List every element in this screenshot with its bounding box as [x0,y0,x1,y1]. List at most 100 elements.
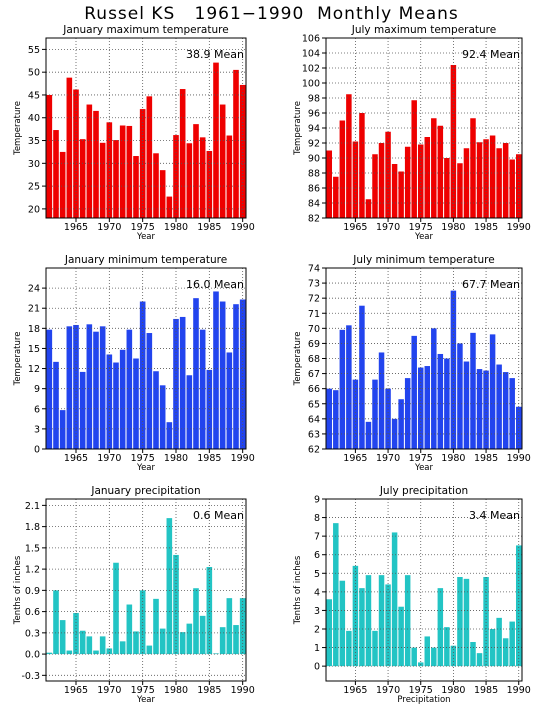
bar-1961 [326,599,333,667]
y-tick-label: 88 [308,169,320,180]
bar-1968 [372,379,378,449]
bar-1984 [476,369,483,449]
y-tick-label: 21 [28,304,40,315]
bar-1966 [359,113,365,218]
bar-1981 [457,163,463,218]
bar-1972 [119,125,126,218]
bar-1973 [126,329,133,449]
plot-frame [325,498,523,682]
bar-1967 [86,104,93,218]
bar-1988 [502,638,509,667]
bar-1989 [233,625,239,655]
bar-1971 [391,418,398,449]
bar-1984 [199,137,206,218]
y-tick-label: 12 [28,364,40,375]
bar-1990 [239,84,246,218]
bar-1984 [476,653,483,667]
bar-1985 [483,577,489,667]
bar-1974 [133,358,139,449]
y-tick-label: 15 [28,344,40,355]
bar-1969 [378,143,385,218]
x-tick-label: 1965 [64,685,88,696]
y-tick-label: 73 [308,279,320,290]
chart-panel-2: July maximum temperature 82 84 86 88 90 92 94 96… [293,24,531,242]
y-tick-label: 0.0 [25,650,40,661]
bar-1981 [457,577,463,667]
y-tick-label: 1 [314,643,320,654]
y-tick-label: 70 [308,324,320,335]
bar-1990 [515,154,522,218]
x-tick-label: 1975 [409,453,433,464]
bar-1979 [166,196,173,218]
bar-1972 [119,641,126,655]
bar-1961 [46,329,53,449]
bar-1968 [93,110,99,218]
bar-1962 [53,130,59,218]
bar-1969 [99,142,106,218]
y-tick-label: 69 [308,339,320,350]
y-tick-label: 102 [302,64,320,75]
bar-1962 [333,523,339,667]
bar-1990 [515,545,522,667]
bar-1969 [378,352,385,449]
bar-1978 [159,385,166,449]
y-tick-label: 68 [308,354,320,365]
y-tick-label: 20 [28,204,40,215]
bar-1971 [391,532,398,667]
y-tick-label: 45 [28,90,40,101]
y-tick-label: 0.3 [25,628,40,639]
bar-1971 [113,362,119,449]
x-tick-label: 1975 [131,453,155,464]
y-tick-label: 67 [308,369,320,380]
x-tick-label: 1980 [441,685,465,696]
bar-1969 [99,326,106,449]
y-tick-label: 72 [308,294,320,305]
x-tick-label: 1980 [164,453,188,464]
x-axis-label: Year [136,232,156,242]
bar-1988 [502,372,509,449]
y-tick-label: 106 [302,34,320,45]
bar-1986 [489,334,496,449]
x-tick-label: 1980 [441,453,465,464]
x-tick-label: 1990 [231,222,255,233]
x-tick-label: 1975 [409,685,433,696]
bar-1982 [463,361,470,449]
bar-1978 [437,353,444,449]
x-tick-label: 1965 [343,453,367,464]
y-tick-label: 71 [308,309,320,320]
bar-1976 [424,636,431,667]
y-tick-label: 6 [34,404,40,415]
y-tick-label: 63 [308,429,320,440]
bar-1968 [372,154,378,218]
bar-1975 [139,301,146,449]
bar-1990 [239,598,246,655]
y-axis-label: Temperature [293,101,303,156]
bar-1967 [365,421,372,449]
bar-1988 [226,135,233,218]
x-tick-label: 1990 [231,685,255,696]
x-tick-label: 1965 [64,222,88,233]
bar-1974 [411,100,417,218]
y-tick-label: 3 [314,606,320,617]
bar-1979 [166,518,173,655]
bar-1964 [66,326,73,449]
bar-1967 [365,199,372,218]
bar-1989 [233,69,239,218]
y-tick-label: -0.3 [21,671,40,682]
bar-1969 [99,636,106,655]
bar-1987 [496,148,502,218]
bar-1962 [53,590,59,655]
bar-1982 [463,578,470,667]
y-tick-label: 5 [314,569,320,580]
y-tick-label: 2.1 [25,501,40,512]
bar-1981 [179,632,186,655]
y-tick-label: 74 [308,264,320,275]
bar-1978 [437,588,444,667]
y-tick-label: 92 [308,139,320,150]
bar-1966 [79,630,86,655]
x-tick-label: 1970 [376,685,400,696]
bar-1980 [450,65,457,218]
bar-1977 [153,153,159,218]
bar-1976 [424,366,431,449]
y-tick-label: 65 [308,399,320,410]
